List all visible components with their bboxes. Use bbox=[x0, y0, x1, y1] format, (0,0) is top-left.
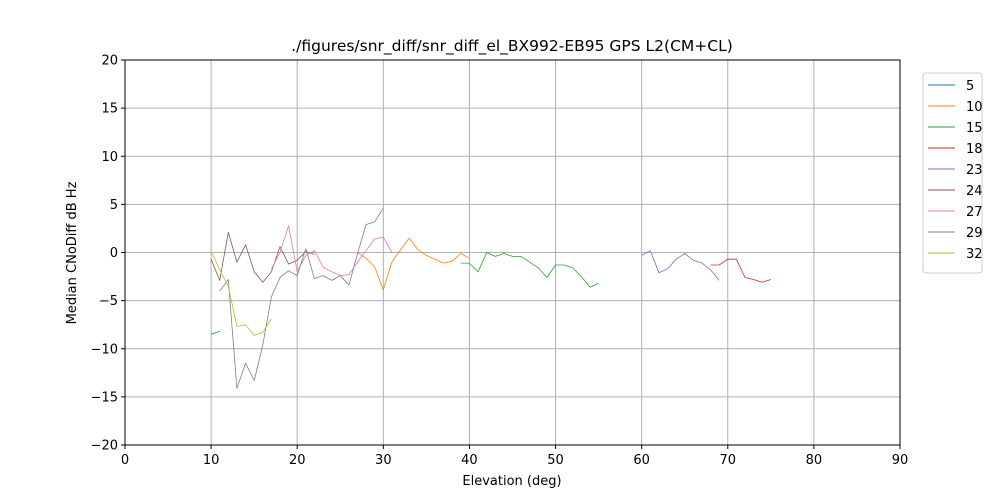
series-line-15 bbox=[460, 252, 599, 288]
legend-label-5: 5 bbox=[966, 79, 974, 94]
legend-label-29: 29 bbox=[966, 226, 983, 241]
legend: 5 10 15 18 23 24 27 29 32 bbox=[922, 72, 983, 274]
series-line-18 bbox=[710, 258, 771, 283]
y-tick-label: −5 bbox=[99, 294, 118, 309]
chart-title: ./figures/snr_diff/snr_diff_el_BX992-EB9… bbox=[291, 37, 733, 56]
y-tick-label: −15 bbox=[91, 390, 118, 405]
y-axis-label: Median CNoDiff dB Hz bbox=[65, 181, 80, 324]
series-line-10 bbox=[357, 237, 470, 291]
legend-label-24: 24 bbox=[966, 184, 983, 199]
x-tick-label: 80 bbox=[806, 453, 823, 468]
y-tick-label: 15 bbox=[101, 102, 118, 117]
y-tick-label: −20 bbox=[91, 439, 118, 454]
y-tick-label: 10 bbox=[101, 150, 118, 165]
x-tick-label: 10 bbox=[203, 453, 220, 468]
legend-label-27: 27 bbox=[966, 205, 983, 220]
legend-label-18: 18 bbox=[966, 142, 983, 157]
legend-label-23: 23 bbox=[966, 163, 983, 178]
series-line-29 bbox=[219, 207, 384, 389]
series-line-32 bbox=[210, 250, 272, 336]
x-tick-label: 60 bbox=[633, 453, 650, 468]
legend-label-10: 10 bbox=[966, 100, 983, 115]
legend-box bbox=[922, 72, 983, 274]
x-tick-label: 70 bbox=[720, 453, 737, 468]
x-tick-label: 20 bbox=[289, 453, 306, 468]
y-tick-label: −10 bbox=[91, 342, 118, 357]
series-line-5 bbox=[210, 331, 220, 335]
x-tick-label: 90 bbox=[892, 453, 909, 468]
x-tick-label: 50 bbox=[547, 453, 564, 468]
y-tick-label: 5 bbox=[110, 198, 118, 213]
series-line-27 bbox=[271, 225, 393, 277]
x-tick-label: 30 bbox=[375, 453, 392, 468]
legend-label-15: 15 bbox=[966, 121, 983, 136]
legend-label-32: 32 bbox=[966, 247, 983, 262]
series-line-23 bbox=[641, 250, 720, 281]
x-axis: 0 10 20 30 40 50 60 70 80 90 bbox=[121, 445, 908, 468]
x-tick-label: 40 bbox=[461, 453, 478, 468]
x-tick-label: 0 bbox=[121, 453, 129, 468]
series-line-24 bbox=[210, 231, 315, 283]
y-tick-label: 0 bbox=[110, 246, 118, 261]
grid bbox=[124, 59, 901, 446]
x-axis-label: Elevation (deg) bbox=[462, 474, 561, 489]
series-lines bbox=[210, 207, 771, 389]
y-axis: −20 −15 −10 −5 0 5 10 15 20 bbox=[91, 54, 125, 454]
y-tick-label: 20 bbox=[101, 54, 118, 69]
